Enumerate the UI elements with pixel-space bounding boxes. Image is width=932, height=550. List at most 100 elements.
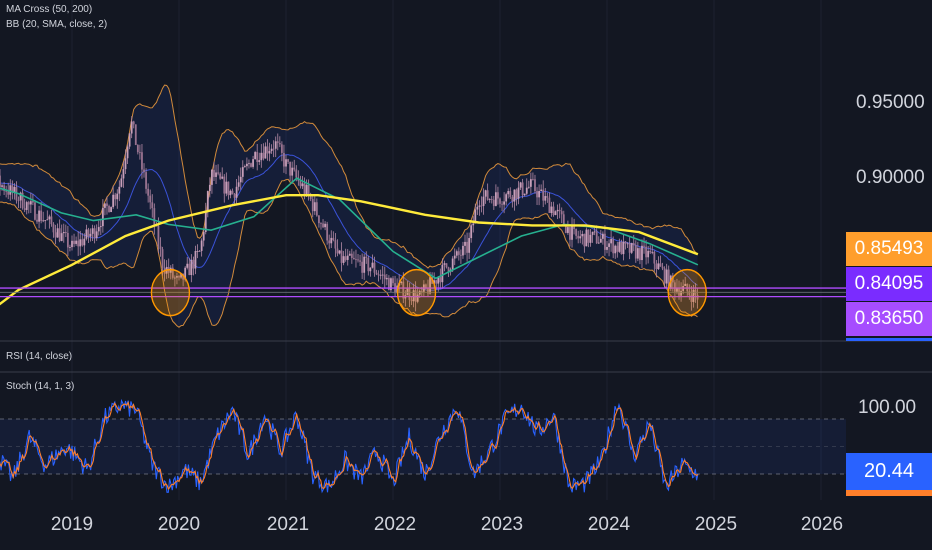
bollinger-band-fill (0, 85, 698, 328)
legend-rsi[interactable]: RSI (14, close) (6, 351, 73, 362)
candle-body (66, 232, 69, 248)
candle-body (25, 202, 28, 210)
candle-body (484, 190, 487, 197)
candle-body (246, 163, 248, 167)
time-tick-2024: 2024 (588, 514, 631, 535)
candle-body (597, 242, 600, 244)
candle-body (116, 193, 119, 200)
candle-body (373, 262, 376, 273)
candle-body (206, 191, 209, 211)
legend-bollinger[interactable]: BB (20, SMA, close, 2) (6, 19, 108, 30)
candle-body (523, 193, 526, 196)
candle-body (558, 209, 561, 212)
candle-body (546, 196, 549, 198)
candle-body (336, 248, 339, 254)
candle-body (303, 183, 306, 194)
candle-body (457, 251, 460, 255)
candle-body (564, 225, 567, 233)
stoch-k-line (0, 398, 699, 494)
candle-body (225, 181, 228, 194)
candle-body (334, 240, 337, 249)
candle-body (542, 189, 545, 201)
candle-body (628, 243, 631, 253)
candle-body (620, 242, 623, 255)
legend-stoch[interactable]: Stoch (14, 1, 3) (6, 381, 75, 392)
candle-body (101, 207, 104, 227)
candle-body (194, 251, 197, 269)
candle-body (353, 257, 355, 260)
candle-body (480, 205, 483, 207)
candle-body (112, 194, 115, 208)
candle-body (299, 180, 302, 187)
candle-body (585, 229, 588, 247)
candle-body (379, 274, 382, 276)
candle-body (85, 229, 88, 239)
candle-body (550, 206, 553, 213)
candle-body (139, 152, 141, 153)
time-axis[interactable]: 2019 2020 2021 2022 2023 2024 2025 2026 (51, 514, 843, 535)
candle-body (104, 203, 106, 208)
candle-body (237, 182, 240, 187)
candle-body (32, 201, 34, 203)
candle-body (21, 192, 24, 209)
candle-body (56, 228, 59, 238)
candle-body (649, 250, 652, 253)
candle-body (54, 232, 57, 238)
candle-body (106, 203, 108, 206)
candle-body (318, 215, 320, 224)
candle-body (180, 273, 182, 278)
candle-body (513, 189, 516, 202)
price-pane[interactable] (0, 84, 846, 330)
candle-body (344, 256, 347, 260)
candle-body (357, 259, 359, 261)
candle-body (622, 241, 625, 255)
candle-body (624, 241, 627, 244)
candle-body (29, 201, 32, 205)
candle-body (400, 281, 403, 284)
candle-body (250, 163, 252, 167)
candle-body (305, 184, 308, 194)
candle-body (11, 185, 14, 193)
candle-body (501, 203, 503, 205)
candle-body (511, 197, 514, 202)
candle-body (614, 245, 617, 254)
candle-body (186, 263, 189, 268)
candle-body (361, 261, 364, 273)
bollinger-upper-band (0, 84, 698, 269)
candle-body (0, 175, 1, 187)
candle-body (390, 278, 392, 291)
candle-body (91, 228, 94, 234)
legend-ma-cross[interactable]: MA Cross (50, 200) (6, 4, 93, 15)
candle-body (474, 209, 477, 224)
stoch-tick-100: 100.00 (858, 397, 916, 418)
highlight-circle-3 (667, 268, 707, 317)
candle-body (211, 169, 213, 185)
candle-body (653, 251, 656, 264)
candle-body (42, 220, 45, 222)
candle-body (182, 273, 185, 280)
candle-body (560, 211, 563, 215)
candle-body (149, 195, 152, 203)
candle-body (328, 240, 331, 244)
candle-body (443, 263, 446, 265)
price-label-support-lower: 0.83650 (846, 302, 932, 336)
candle-body (509, 191, 512, 198)
time-tick-2026: 2026 (801, 514, 843, 535)
candle-body (69, 247, 71, 248)
candle-body (34, 202, 36, 220)
candle-body (639, 248, 641, 261)
candle-body (363, 256, 366, 273)
candle-body (62, 232, 65, 234)
candle-body (93, 228, 96, 239)
candle-body (348, 253, 351, 256)
candle-body (161, 249, 164, 268)
candle-body (455, 251, 458, 256)
candle-body (462, 245, 464, 256)
stoch-pane[interactable] (0, 398, 846, 494)
price-scale-accent (846, 338, 932, 341)
candle-body (515, 189, 518, 199)
candle-body (108, 205, 110, 213)
candle-body (89, 233, 92, 237)
